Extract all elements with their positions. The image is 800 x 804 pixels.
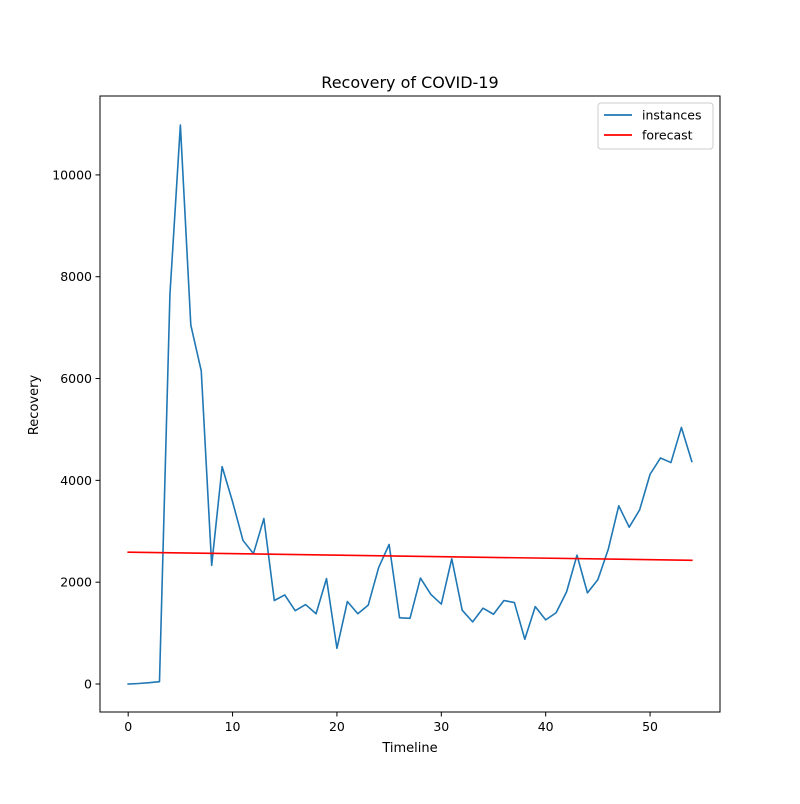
x-tick-label: 0 xyxy=(124,719,132,734)
chart-title: Recovery of COVID-19 xyxy=(321,73,498,92)
x-tick-label: 50 xyxy=(642,719,658,734)
x-tick-label: 10 xyxy=(225,719,241,734)
legend-label-forecast: forecast xyxy=(642,128,693,143)
legend-label-instances: instances xyxy=(642,108,701,123)
y-tick-label: 10000 xyxy=(52,167,92,182)
y-axis-label: Recovery xyxy=(27,375,42,436)
y-tick-label: 2000 xyxy=(60,575,92,590)
axes-frame xyxy=(99,95,721,713)
y-tick-label: 4000 xyxy=(60,473,92,488)
x-tick-label: 30 xyxy=(433,719,449,734)
x-tick-label: 40 xyxy=(538,719,554,734)
y-tick-label: 0 xyxy=(84,677,92,692)
x-axis-label: Timeline xyxy=(381,741,437,756)
x-tick-label: 20 xyxy=(329,719,345,734)
y-tick-label: 6000 xyxy=(60,371,92,386)
series-line-instances xyxy=(127,124,693,685)
y-tick-label: 8000 xyxy=(60,269,92,284)
series-line-forecast xyxy=(127,551,693,562)
plot-area: 0 10 20 30 40 50 0 2000 4000 6000 8000 10000 instanc… xyxy=(52,95,721,734)
